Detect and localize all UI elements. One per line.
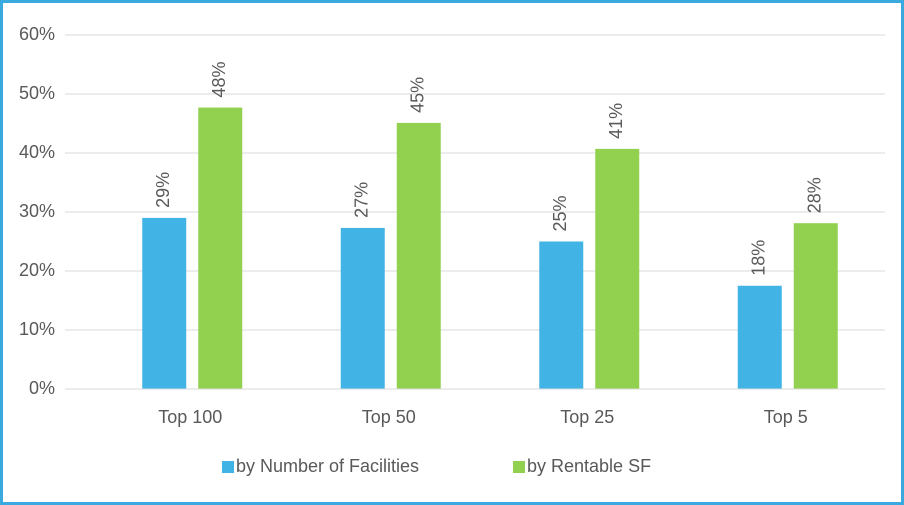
bar — [198, 107, 243, 389]
bar — [737, 285, 782, 389]
y-tick-label: 10% — [19, 319, 55, 339]
y-tick-label: 40% — [19, 142, 55, 162]
bar — [396, 122, 441, 389]
x-tick-label: Top 5 — [764, 407, 808, 427]
data-label: 48% — [209, 62, 229, 98]
y-tick-label: 50% — [19, 83, 55, 103]
y-tick-label: 20% — [19, 260, 55, 280]
bar — [793, 223, 838, 389]
data-label: 18% — [749, 240, 769, 276]
data-label: 45% — [408, 77, 428, 113]
x-tick-label: Top 50 — [362, 407, 416, 427]
data-label: 29% — [153, 172, 173, 208]
legend-swatch — [222, 461, 234, 473]
data-label: 28% — [805, 177, 825, 213]
bar — [142, 217, 187, 389]
bar — [539, 241, 584, 389]
y-tick-label: 30% — [19, 201, 55, 221]
legend-label: by Number of Facilities — [236, 456, 419, 476]
bar — [595, 148, 640, 389]
data-label: 27% — [352, 182, 372, 218]
data-label: 41% — [606, 103, 626, 139]
x-tick-label: Top 100 — [158, 407, 222, 427]
data-label: 25% — [550, 195, 570, 231]
legend-label: by Rentable SF — [527, 456, 651, 476]
x-tick-label: Top 25 — [560, 407, 614, 427]
bar — [340, 227, 385, 389]
legend-swatch — [513, 461, 525, 473]
y-tick-label: 60% — [19, 24, 55, 44]
y-tick-label: 0% — [29, 378, 55, 398]
